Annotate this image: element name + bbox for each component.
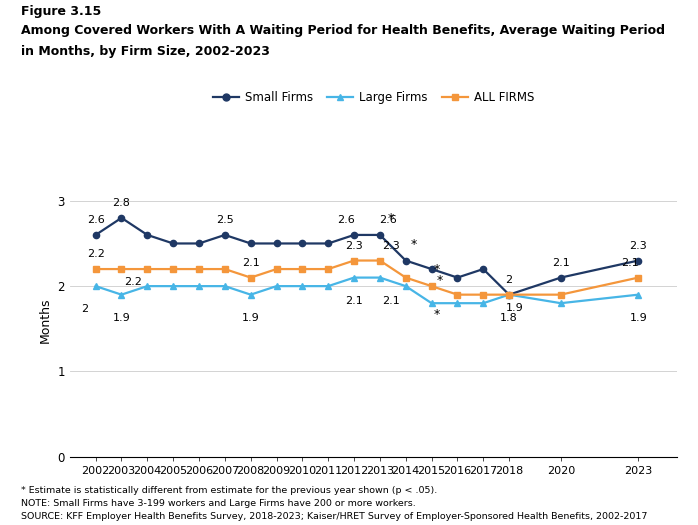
Text: 2.2: 2.2	[124, 277, 142, 287]
Text: 2: 2	[505, 275, 512, 285]
Text: 2.6: 2.6	[379, 215, 397, 225]
Text: 2.1: 2.1	[621, 258, 639, 268]
Text: 2.8: 2.8	[112, 198, 131, 208]
Text: * Estimate is statistically different from estimate for the previous year shown : * Estimate is statistically different fr…	[21, 486, 437, 495]
Text: 1.9: 1.9	[506, 303, 524, 313]
Text: 1.8: 1.8	[500, 313, 518, 323]
Text: 2.6: 2.6	[337, 215, 355, 225]
Text: 1.9: 1.9	[630, 313, 647, 323]
Text: Among Covered Workers With A Waiting Period for Health Benefits, Average Waiting: Among Covered Workers With A Waiting Per…	[21, 24, 665, 37]
Text: SOURCE: KFF Employer Health Benefits Survey, 2018-2023; Kaiser/HRET Survey of Em: SOURCE: KFF Employer Health Benefits Sur…	[21, 512, 647, 521]
Text: NOTE: Small Firms have 3-199 workers and Large Firms have 200 or more workers.: NOTE: Small Firms have 3-199 workers and…	[21, 499, 416, 508]
Text: *: *	[411, 238, 417, 251]
Text: 2.6: 2.6	[87, 215, 105, 225]
Text: *: *	[434, 264, 440, 276]
Text: 1.9: 1.9	[112, 313, 131, 323]
Text: 2.3: 2.3	[382, 241, 400, 251]
Text: 2.3: 2.3	[346, 241, 363, 251]
Text: 2: 2	[81, 304, 88, 314]
Text: 2.1: 2.1	[242, 258, 260, 268]
Y-axis label: Months: Months	[39, 298, 52, 343]
Text: in Months, by Firm Size, 2002-2023: in Months, by Firm Size, 2002-2023	[21, 45, 270, 58]
Text: 2.1: 2.1	[552, 258, 570, 268]
Text: 2.1: 2.1	[382, 296, 400, 306]
Legend: Small Firms, Large Firms, ALL FIRMS: Small Firms, Large Firms, ALL FIRMS	[208, 86, 539, 108]
Text: 2.1: 2.1	[346, 296, 363, 306]
Text: *: *	[437, 274, 443, 287]
Text: *: *	[434, 308, 440, 321]
Text: 2.3: 2.3	[630, 241, 647, 251]
Text: 1.9: 1.9	[242, 313, 260, 323]
Text: 2.2: 2.2	[87, 249, 105, 259]
Text: 2.5: 2.5	[216, 215, 234, 225]
Text: Figure 3.15: Figure 3.15	[21, 5, 101, 18]
Text: *: *	[388, 212, 394, 225]
